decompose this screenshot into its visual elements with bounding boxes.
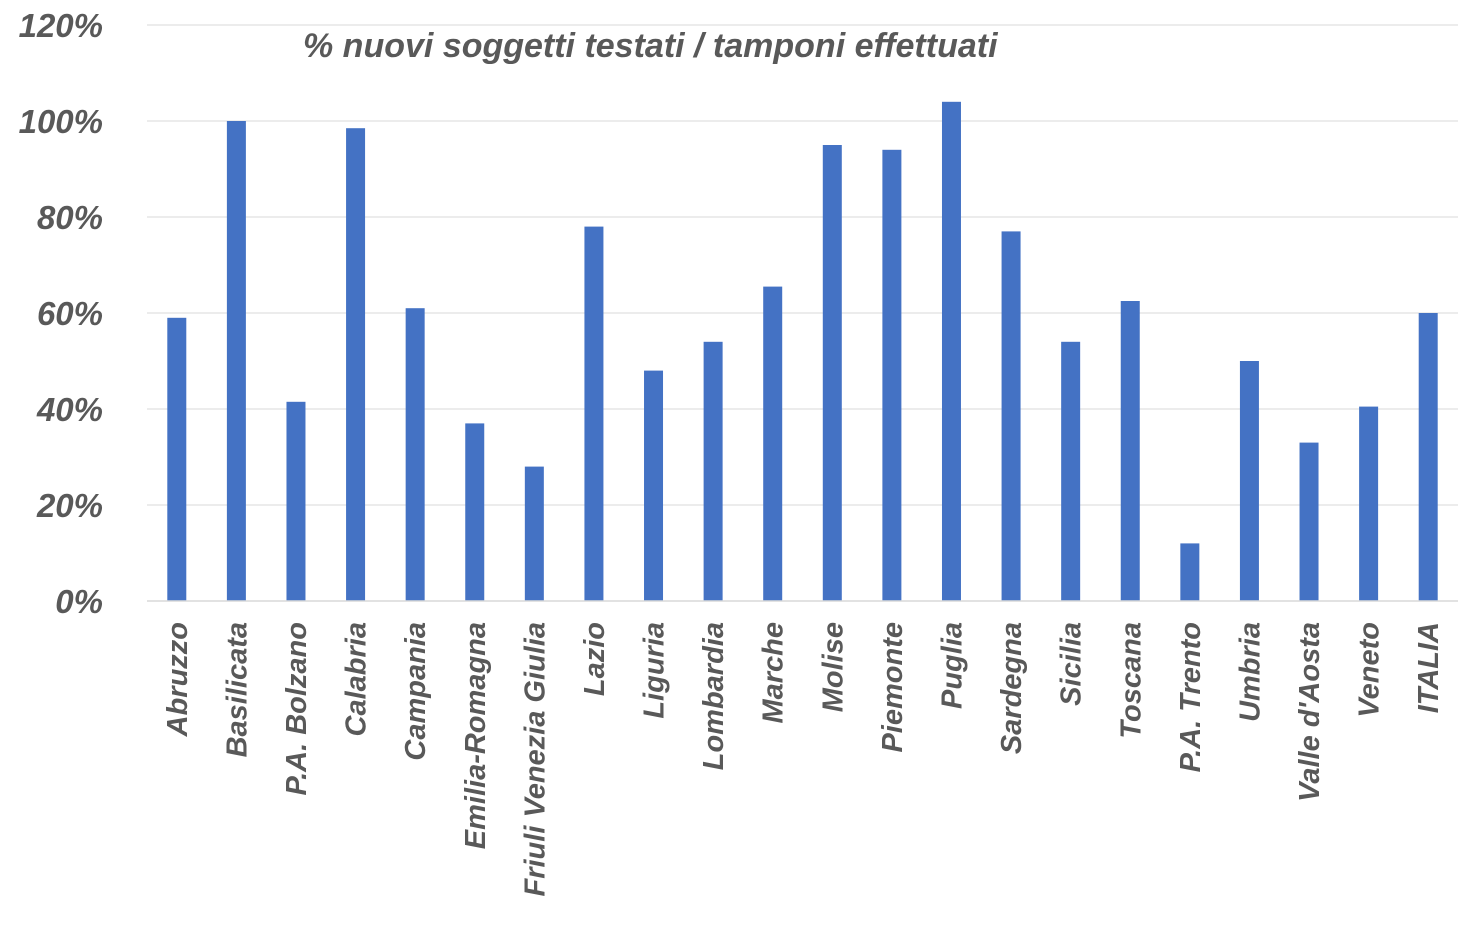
y-tick-label: 100% [19, 103, 103, 140]
x-tick-label: Lombardia [698, 622, 730, 770]
chart-title: % nuovi soggetti testati / tamponi effet… [303, 27, 999, 65]
x-tick-label: Sicilia [1056, 622, 1088, 706]
x-tick-label: ITALIA [1413, 622, 1445, 713]
y-tick-label: 40% [36, 391, 103, 428]
bar-friuli-venezia-giulia [524, 466, 544, 601]
y-tick-label: 0% [55, 583, 103, 620]
bar-abruzzo [167, 317, 187, 601]
bar-molise [822, 145, 842, 601]
bar-sardegna [1001, 231, 1021, 601]
bar-emilia-romagna [465, 423, 485, 601]
x-tick-label: Veneto [1354, 622, 1386, 718]
x-tick-label: Piemonte [877, 622, 909, 753]
x-tick-label: Sardegna [996, 622, 1028, 754]
bar-basilicata [226, 121, 246, 601]
x-tick-label: Umbria [1234, 622, 1266, 722]
bar-p-a-bolzano [286, 401, 306, 601]
bar-veneto [1359, 406, 1379, 601]
bar-calabria [346, 128, 366, 601]
y-tick-label: 120% [19, 7, 103, 44]
x-tick-label: Calabria [341, 622, 373, 736]
y-tick-label: 20% [36, 487, 103, 524]
bar-sicilia [1061, 341, 1081, 601]
bars [167, 101, 1438, 602]
x-tick-label: Valle d'Aosta [1294, 622, 1326, 802]
bar-umbria [1239, 361, 1259, 601]
bar-toscana [1120, 301, 1140, 601]
gridlines [147, 24, 1458, 506]
x-tick-label: Molise [817, 622, 849, 712]
x-tick-label: Lazio [579, 622, 611, 696]
y-tick-label: 60% [37, 295, 103, 332]
bar-liguria [644, 370, 664, 601]
bar-italia [1418, 313, 1438, 601]
y-tick-label: 80% [37, 199, 103, 236]
bar-marche [763, 286, 783, 601]
x-tick-label: Abruzzo [162, 622, 194, 737]
x-tick-label: Liguria [639, 622, 671, 719]
bar-lazio [584, 226, 604, 601]
bar-valle-d-aosta [1299, 442, 1319, 601]
bar-puglia [941, 101, 961, 602]
x-tick-label: Emilia-Romagna [460, 622, 492, 849]
x-axis-tick-labels: Abruzzo Basilicata P.A. Bolzano Calabria Cam… [162, 622, 1445, 897]
x-tick-label: P.A. Bolzano [281, 622, 313, 796]
bar-campania [405, 308, 425, 601]
x-tick-label: Puglia [936, 622, 968, 709]
bar-p-a-trento [1180, 543, 1200, 601]
x-tick-label: P.A. Trento [1175, 622, 1207, 772]
x-tick-label: Friuli Venezia Giulia [519, 622, 551, 897]
x-tick-label: Marche [758, 622, 790, 724]
x-tick-label: Campania [400, 622, 432, 761]
bar-lombardia [703, 341, 723, 601]
y-axis-tick-labels: 0% 20% 40% 60% 80% 100% 120% [19, 7, 103, 620]
x-tick-label: Basilicata [221, 622, 253, 757]
x-tick-label: Toscana [1115, 622, 1147, 739]
bar-piemonte [882, 149, 902, 602]
